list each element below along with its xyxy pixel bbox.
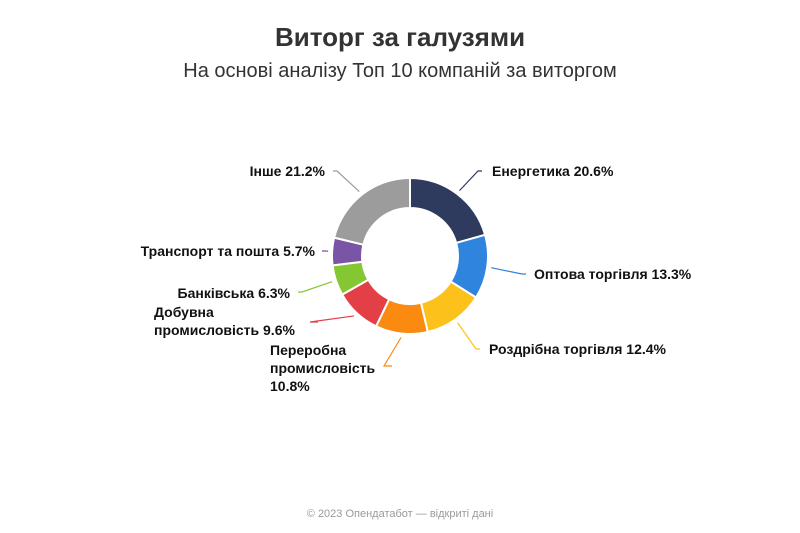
slice-label-2: Оптова торгівля 13.3% [534,266,692,282]
footer-credit: © 2023 Опендатабот — відкриті дані [306,508,494,520]
leader-line-1 [459,170,482,192]
slice-label-8: Інше 21.2% [250,163,326,179]
leader-line-4 [382,337,402,367]
leader-line-2 [491,267,526,275]
donut-slices [331,176,489,335]
slice-label-7: Транспорт та пошта 5.7% [141,243,316,259]
leader-line-6 [298,281,333,293]
slice-label-4: Переробна промисловість 10.8% [270,342,376,394]
label-leaders [298,170,526,367]
chart-subtitle: На основі аналізу Топ 10 компаній за вит… [183,60,617,82]
chart-title: Виторг за галузями [274,22,526,52]
slice-labels: Енергетика 20.6% Оптова торгівля 13.3% Роз… [141,163,692,394]
slice-label-3: Роздрібна торгівля 12.4% [489,341,667,357]
slice-8 [332,176,411,246]
leader-line-3 [457,322,480,350]
slice-label-1: Енергетика 20.6% [492,163,614,179]
leader-line-8 [333,170,360,192]
slice-1 [409,176,487,245]
slice-label-5: Добувна промисловість 9.6% [154,304,295,338]
leader-line-5 [309,315,355,323]
slice-label-6: Банківська 6.3% [178,285,291,301]
